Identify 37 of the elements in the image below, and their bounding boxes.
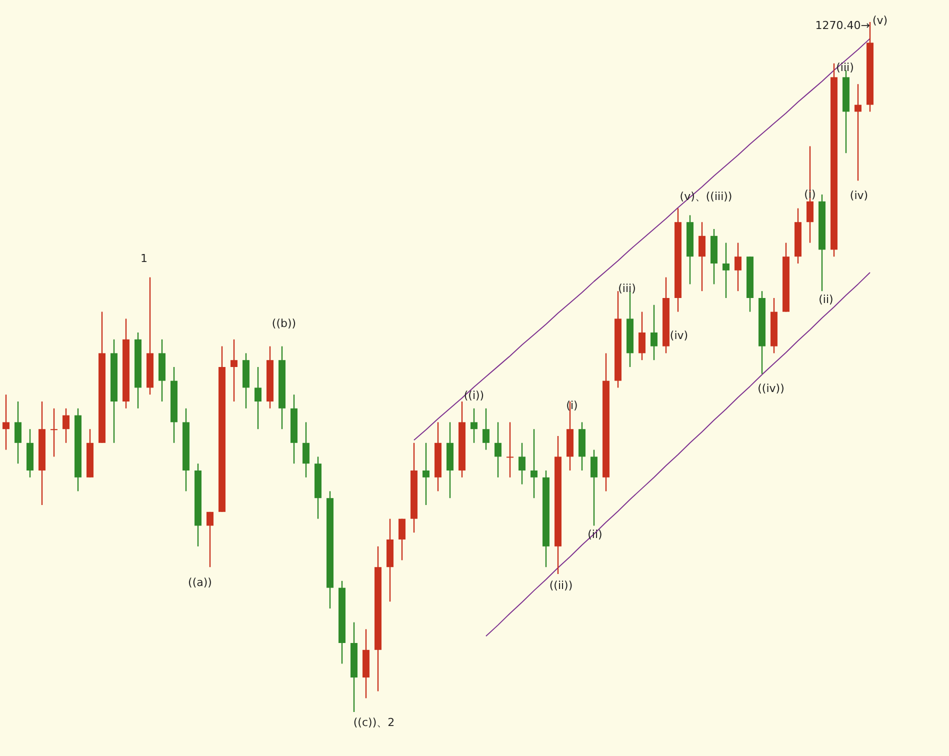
- annotation: ((ii)): [549, 579, 573, 592]
- candlestick: [398, 518, 406, 561]
- annotation: 1270.40→: [815, 19, 870, 32]
- annotation: (iv): [670, 329, 688, 342]
- candlestick: [530, 428, 538, 499]
- annotation: ((b)): [272, 317, 296, 330]
- annotation: 1: [140, 252, 148, 265]
- annotation: ((a)): [188, 576, 212, 589]
- candlestick: [302, 422, 310, 478]
- annotation: (ii): [818, 293, 834, 306]
- candlestick: [638, 311, 646, 361]
- candlestick: [650, 304, 658, 361]
- candlestick: [506, 422, 514, 478]
- candlestick: [734, 242, 742, 292]
- candlestick: [698, 222, 706, 292]
- candlestick: [14, 400, 22, 464]
- candlestick: [230, 338, 238, 402]
- annotation: (iii): [618, 282, 636, 295]
- annotation: ((c))、2: [353, 716, 395, 729]
- candlestick: [50, 408, 58, 458]
- candlestick: [590, 449, 598, 526]
- candlestick: [494, 422, 502, 478]
- annotation: ((i)): [464, 389, 484, 402]
- candlestick: [722, 242, 730, 299]
- candlestick: [2, 394, 10, 450]
- candlestick: [854, 84, 862, 182]
- annotation: (iii): [836, 61, 854, 74]
- candlestick: [470, 408, 478, 444]
- annotation: ((iv)): [758, 382, 784, 395]
- candlestick: [482, 408, 490, 450]
- annotation: (v): [872, 14, 888, 27]
- candlestick: [422, 442, 430, 506]
- candlestick: [518, 442, 526, 485]
- candlestick: [206, 511, 214, 568]
- candlestick: [254, 366, 262, 430]
- annotation: (iv): [850, 189, 868, 202]
- candlestick: [62, 408, 70, 444]
